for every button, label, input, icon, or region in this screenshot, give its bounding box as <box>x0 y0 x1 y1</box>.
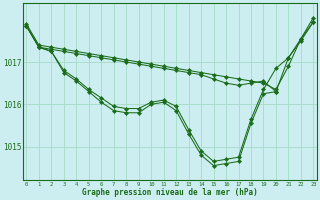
X-axis label: Graphe pression niveau de la mer (hPa): Graphe pression niveau de la mer (hPa) <box>82 188 258 197</box>
